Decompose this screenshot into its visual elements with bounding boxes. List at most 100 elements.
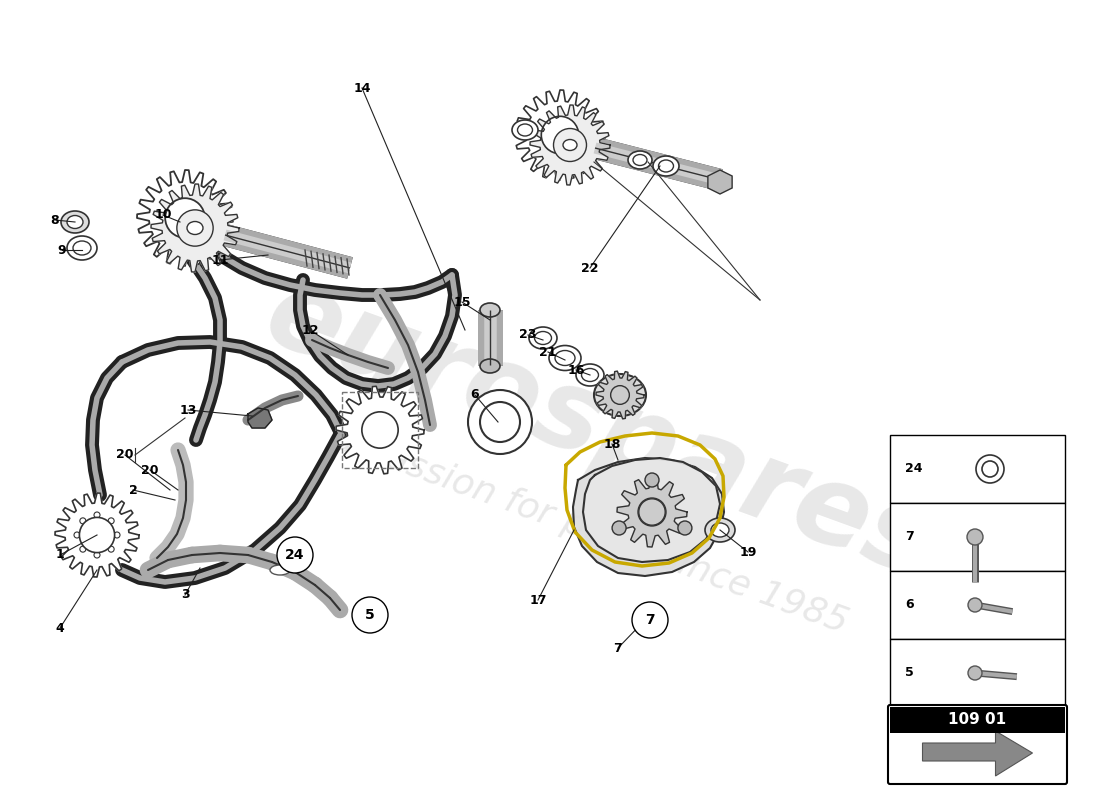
Ellipse shape <box>529 327 557 349</box>
Circle shape <box>610 386 629 404</box>
Ellipse shape <box>517 124 532 136</box>
Ellipse shape <box>182 217 209 239</box>
Polygon shape <box>530 105 610 185</box>
Text: 19: 19 <box>739 546 757 558</box>
Circle shape <box>678 521 692 535</box>
Text: 17: 17 <box>529 594 547 606</box>
Ellipse shape <box>653 156 679 176</box>
Circle shape <box>968 666 982 680</box>
Bar <box>890 503 1065 571</box>
Circle shape <box>468 390 532 454</box>
Circle shape <box>632 602 668 638</box>
Bar <box>342 392 418 468</box>
Ellipse shape <box>549 346 581 370</box>
Polygon shape <box>573 458 724 576</box>
Text: 5: 5 <box>905 666 914 679</box>
Circle shape <box>976 455 1004 483</box>
Ellipse shape <box>535 331 551 345</box>
Ellipse shape <box>187 222 204 234</box>
Text: 7: 7 <box>614 642 623 654</box>
Text: 20: 20 <box>117 449 134 462</box>
Circle shape <box>94 512 100 518</box>
Circle shape <box>612 521 626 535</box>
Ellipse shape <box>613 390 627 401</box>
Circle shape <box>638 498 666 526</box>
Bar <box>890 639 1065 707</box>
Circle shape <box>352 597 388 633</box>
Ellipse shape <box>67 236 97 260</box>
Text: 4: 4 <box>56 622 65 634</box>
Text: 21: 21 <box>539 346 557 358</box>
Circle shape <box>362 412 398 448</box>
Text: 14: 14 <box>353 82 371 94</box>
Circle shape <box>80 518 86 524</box>
Circle shape <box>108 546 114 552</box>
Polygon shape <box>55 493 139 577</box>
Polygon shape <box>583 458 720 562</box>
Ellipse shape <box>512 120 538 140</box>
Circle shape <box>108 518 114 524</box>
Circle shape <box>80 546 86 552</box>
Circle shape <box>480 402 520 442</box>
Text: 24: 24 <box>285 548 305 562</box>
Text: 23: 23 <box>519 329 537 342</box>
Circle shape <box>645 473 659 487</box>
Ellipse shape <box>711 523 729 537</box>
Circle shape <box>553 129 586 162</box>
Text: 5: 5 <box>365 608 375 622</box>
Bar <box>890 571 1065 639</box>
Bar <box>890 435 1065 503</box>
Text: 18: 18 <box>603 438 620 450</box>
Circle shape <box>968 598 982 612</box>
Ellipse shape <box>67 215 82 229</box>
Ellipse shape <box>576 364 604 386</box>
Ellipse shape <box>628 151 652 169</box>
Polygon shape <box>596 371 644 419</box>
Circle shape <box>94 552 100 558</box>
Ellipse shape <box>60 211 89 233</box>
Ellipse shape <box>73 241 91 255</box>
Text: 7: 7 <box>905 530 914 543</box>
Ellipse shape <box>594 374 646 416</box>
Ellipse shape <box>557 135 583 155</box>
Text: 7: 7 <box>646 613 654 627</box>
Text: 11: 11 <box>211 254 229 266</box>
Circle shape <box>177 210 213 246</box>
Circle shape <box>89 527 104 543</box>
Text: 20: 20 <box>141 463 158 477</box>
Text: 16: 16 <box>568 363 585 377</box>
Text: 12: 12 <box>301 323 319 337</box>
Polygon shape <box>923 731 1033 776</box>
Text: 24: 24 <box>905 462 923 475</box>
Circle shape <box>114 532 120 538</box>
Text: 8: 8 <box>51 214 59 226</box>
Text: 22: 22 <box>581 262 598 274</box>
Text: 109 01: 109 01 <box>948 713 1006 727</box>
Ellipse shape <box>582 369 598 382</box>
Circle shape <box>967 529 983 545</box>
Text: 6: 6 <box>905 598 914 611</box>
Polygon shape <box>151 184 239 272</box>
Circle shape <box>79 518 114 553</box>
Ellipse shape <box>705 518 735 542</box>
Polygon shape <box>708 170 733 194</box>
Text: 2: 2 <box>129 483 138 497</box>
Text: 13: 13 <box>179 403 197 417</box>
Ellipse shape <box>563 139 578 150</box>
Text: 9: 9 <box>57 243 66 257</box>
Circle shape <box>541 116 579 154</box>
Ellipse shape <box>480 303 501 317</box>
Text: 3: 3 <box>180 589 189 602</box>
Text: 1: 1 <box>56 549 65 562</box>
Polygon shape <box>138 170 233 266</box>
Ellipse shape <box>270 565 290 575</box>
Text: a passion for parts since 1985: a passion for parts since 1985 <box>328 421 852 639</box>
Text: 6: 6 <box>471 389 480 402</box>
Circle shape <box>639 499 665 525</box>
Text: 10: 10 <box>154 209 172 222</box>
Circle shape <box>277 537 313 573</box>
Ellipse shape <box>632 154 647 166</box>
Polygon shape <box>617 477 688 547</box>
Circle shape <box>982 461 998 477</box>
Bar <box>890 707 1065 733</box>
